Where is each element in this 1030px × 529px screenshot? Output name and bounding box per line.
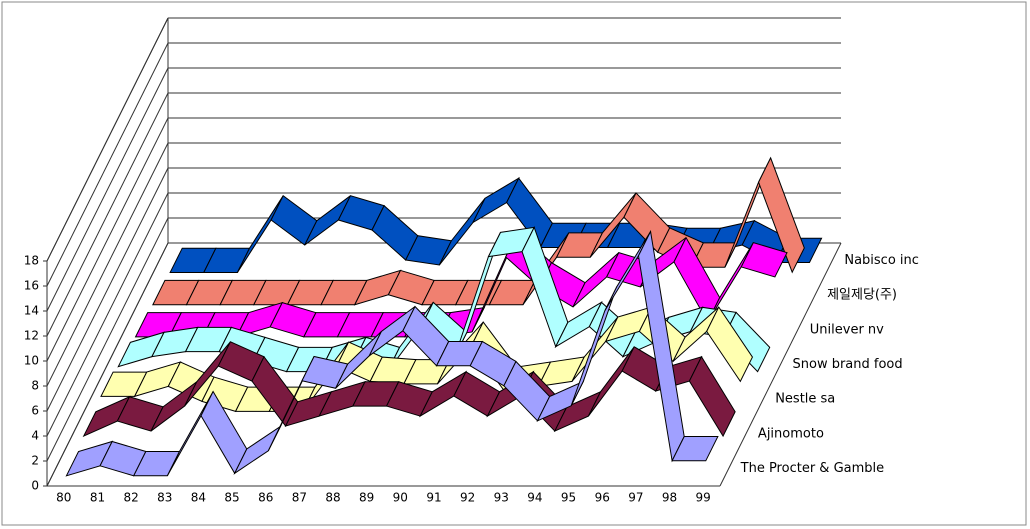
x-tick-label: 94 [527,491,542,505]
grid-line [46,67,169,312]
x-tick-label: 95 [561,491,576,505]
ribbon-segment [758,156,805,274]
y-tick-label: 14 [24,304,39,318]
ribbon-segment [740,242,788,278]
y-tick-label: 10 [24,354,39,368]
legend-label: Nabisco inc [844,253,919,268]
ribbon-segment [588,346,635,417]
grid-line [46,167,169,412]
grid-line [46,242,169,487]
grid-line [46,117,169,362]
grid-line [46,17,169,262]
x-tick-label: 90 [393,491,408,505]
ribbon-segment [671,435,719,462]
x-tick-label: 87 [292,491,307,505]
y-tick-label: 8 [31,379,39,393]
floor-edge [719,242,842,487]
grid-line [46,192,169,437]
ribbon-segment [438,197,486,266]
grid-line [46,42,169,287]
ribbon-segment [236,195,284,273]
x-tick-label: 96 [595,491,610,505]
x-tick-label: 89 [359,491,374,505]
x-tick-label: 85 [224,491,239,505]
y-tick-label: 6 [31,404,39,418]
y-tick-label: 0 [31,479,39,493]
legend-label: Ajinomoto [758,426,824,441]
grid-line [46,217,169,462]
x-tick-label: 86 [258,491,273,505]
x-tick-label: 98 [662,491,677,505]
legend-label: Nestle sa [775,392,835,407]
x-tick-label: 97 [628,491,643,505]
x-tick-label: 82 [123,491,138,505]
legend-label: 제일제당(주) [827,288,897,303]
x-tick-label: 93 [494,491,509,505]
y-tick-label: 2 [31,454,39,468]
y-tick-label: 4 [31,429,39,443]
x-tick-label: 80 [56,491,71,505]
y-tick-label: 12 [24,329,39,343]
x-tick-label: 83 [157,491,172,505]
x-tick-label: 81 [90,491,105,505]
grid-line [46,92,169,337]
y-tick-label: 18 [24,254,39,268]
ribbon-segment [688,355,736,438]
legend-label: Unilever nv [810,322,884,337]
x-tick-label: 99 [696,491,711,505]
x-tick-label: 91 [426,491,441,505]
grid-line [46,142,169,387]
ribbon-segment [706,306,754,383]
legend-label: Snow brand food [793,357,903,372]
x-tick-label: 92 [460,491,475,505]
legend-label: The Procter & Gamble [740,461,885,476]
x-tick-label: 88 [325,491,340,505]
x-tick-label: 84 [191,491,206,505]
y-tick-label: 16 [24,279,39,293]
